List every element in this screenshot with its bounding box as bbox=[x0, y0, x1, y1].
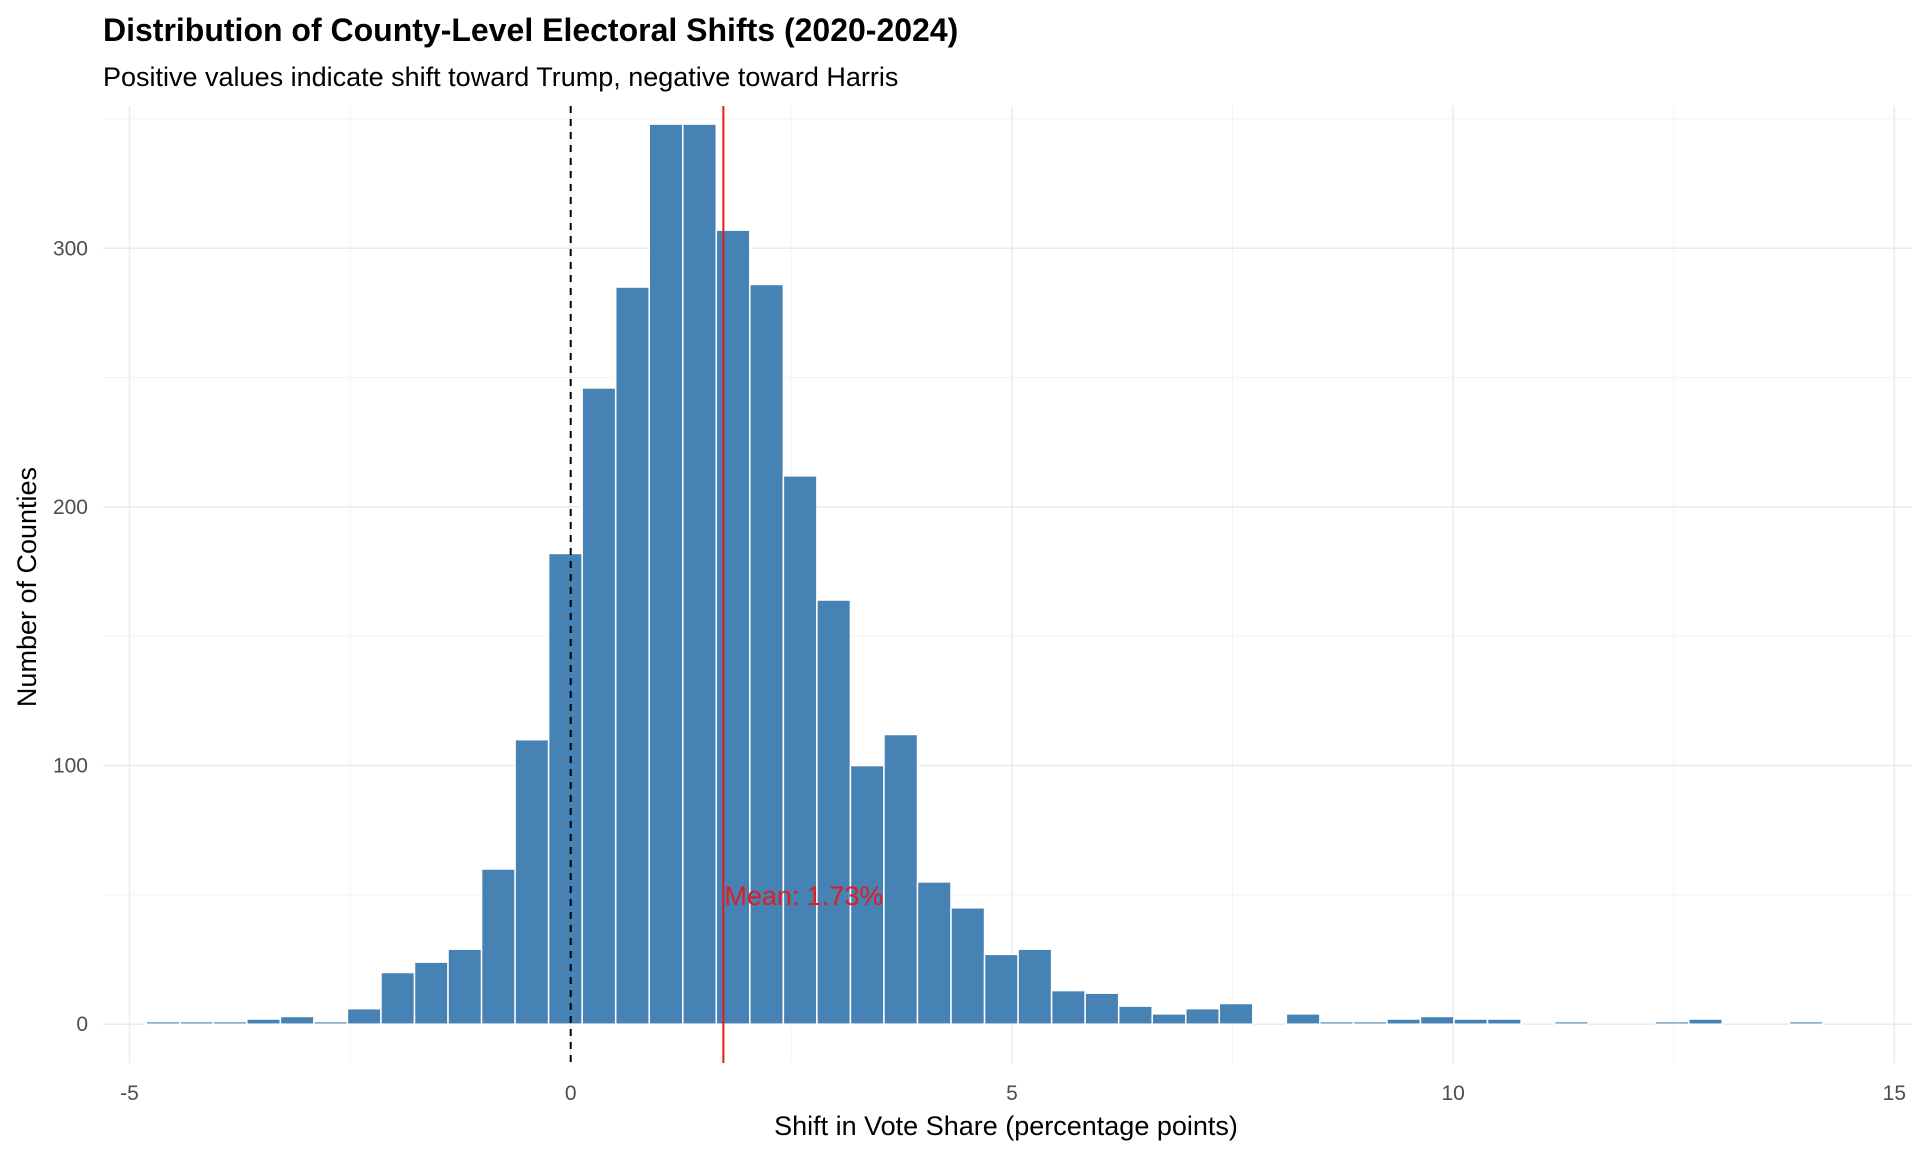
x-tick-label-2: 5 bbox=[1006, 1082, 1018, 1105]
y-tick-labels: 0 100 200 300 bbox=[53, 237, 88, 1036]
grid-major bbox=[103, 106, 1912, 1063]
mean-annotation: Mean: 1.73% bbox=[724, 881, 883, 911]
chart-title: Distribution of County-Level Electoral S… bbox=[103, 12, 958, 48]
histogram-bar-42 bbox=[1687, 1018, 1724, 1025]
histogram-bar-2 bbox=[212, 1020, 248, 1025]
histogram-bar-28 bbox=[1084, 992, 1120, 1025]
histogram-bar-24 bbox=[950, 907, 986, 1025]
histogram-bar-43 bbox=[1788, 1020, 1824, 1025]
histogram-bar-25 bbox=[983, 953, 1019, 1025]
x-tick-label-4: 15 bbox=[1883, 1082, 1906, 1105]
histogram-bar-26 bbox=[1017, 948, 1053, 1025]
histogram-bar-8 bbox=[413, 961, 449, 1025]
histogram-bar-22 bbox=[883, 733, 919, 1025]
x-tick-labels: -5 0 5 10 15 bbox=[120, 1082, 1906, 1105]
x-tick-label-3: 10 bbox=[1441, 1082, 1464, 1105]
histogram-bar-4 bbox=[279, 1015, 315, 1025]
histogram-bar-30 bbox=[1151, 1013, 1187, 1025]
histogram-bar-41 bbox=[1654, 1020, 1690, 1025]
histogram-bar-12 bbox=[547, 552, 583, 1025]
histogram-bar-14 bbox=[614, 286, 650, 1025]
histogram-bar-36 bbox=[1386, 1018, 1422, 1025]
histogram-bar-29 bbox=[1117, 1005, 1153, 1025]
histogram-bar-38 bbox=[1453, 1018, 1489, 1025]
histogram-bar-18 bbox=[749, 283, 785, 1025]
y-tick-label-0: 0 bbox=[76, 1013, 88, 1036]
bars bbox=[145, 123, 1824, 1025]
histogram-bar-31 bbox=[1185, 1007, 1221, 1025]
histogram-bar-3 bbox=[246, 1018, 282, 1025]
histogram-bar-19 bbox=[782, 475, 818, 1025]
histogram-bar-33 bbox=[1285, 1013, 1321, 1025]
histogram-bar-16 bbox=[682, 123, 718, 1025]
histogram-bar-10 bbox=[480, 868, 516, 1025]
histogram-bar-15 bbox=[648, 123, 684, 1025]
histogram-bar-6 bbox=[346, 1007, 382, 1025]
grid-minor bbox=[103, 106, 1912, 1063]
histogram-bar-13 bbox=[581, 387, 617, 1025]
chart-subtitle: Positive values indicate shift toward Tr… bbox=[103, 62, 898, 92]
histogram-bar-39 bbox=[1486, 1018, 1522, 1025]
histogram-bar-1 bbox=[179, 1020, 215, 1025]
histogram-bar-0 bbox=[145, 1020, 181, 1025]
y-tick-label-3: 300 bbox=[53, 237, 88, 260]
histogram-bar-17 bbox=[715, 229, 751, 1025]
histogram-bar-11 bbox=[514, 738, 550, 1025]
histogram-bar-23 bbox=[916, 881, 952, 1025]
histogram-bar-32 bbox=[1218, 1002, 1254, 1025]
y-tick-label-2: 200 bbox=[53, 496, 88, 519]
histogram-bar-37 bbox=[1419, 1015, 1455, 1025]
x-tick-label-0: -5 bbox=[120, 1082, 139, 1105]
histogram-bar-9 bbox=[447, 948, 483, 1025]
histogram-bar-40 bbox=[1553, 1020, 1589, 1025]
x-tick-label-1: 0 bbox=[565, 1082, 577, 1105]
y-tick-label-1: 100 bbox=[53, 755, 88, 778]
histogram-bar-7 bbox=[380, 971, 416, 1025]
histogram-bar-35 bbox=[1352, 1020, 1388, 1025]
x-axis-title: Shift in Vote Share (percentage points) bbox=[774, 1111, 1238, 1141]
histogram-bar-34 bbox=[1319, 1020, 1355, 1025]
histogram-bar-20 bbox=[816, 599, 852, 1025]
y-axis-title: Number of Counties bbox=[12, 467, 42, 707]
histogram-bar-5 bbox=[313, 1020, 349, 1025]
reference-lines bbox=[569, 106, 725, 1063]
histogram-bar-27 bbox=[1050, 989, 1086, 1025]
